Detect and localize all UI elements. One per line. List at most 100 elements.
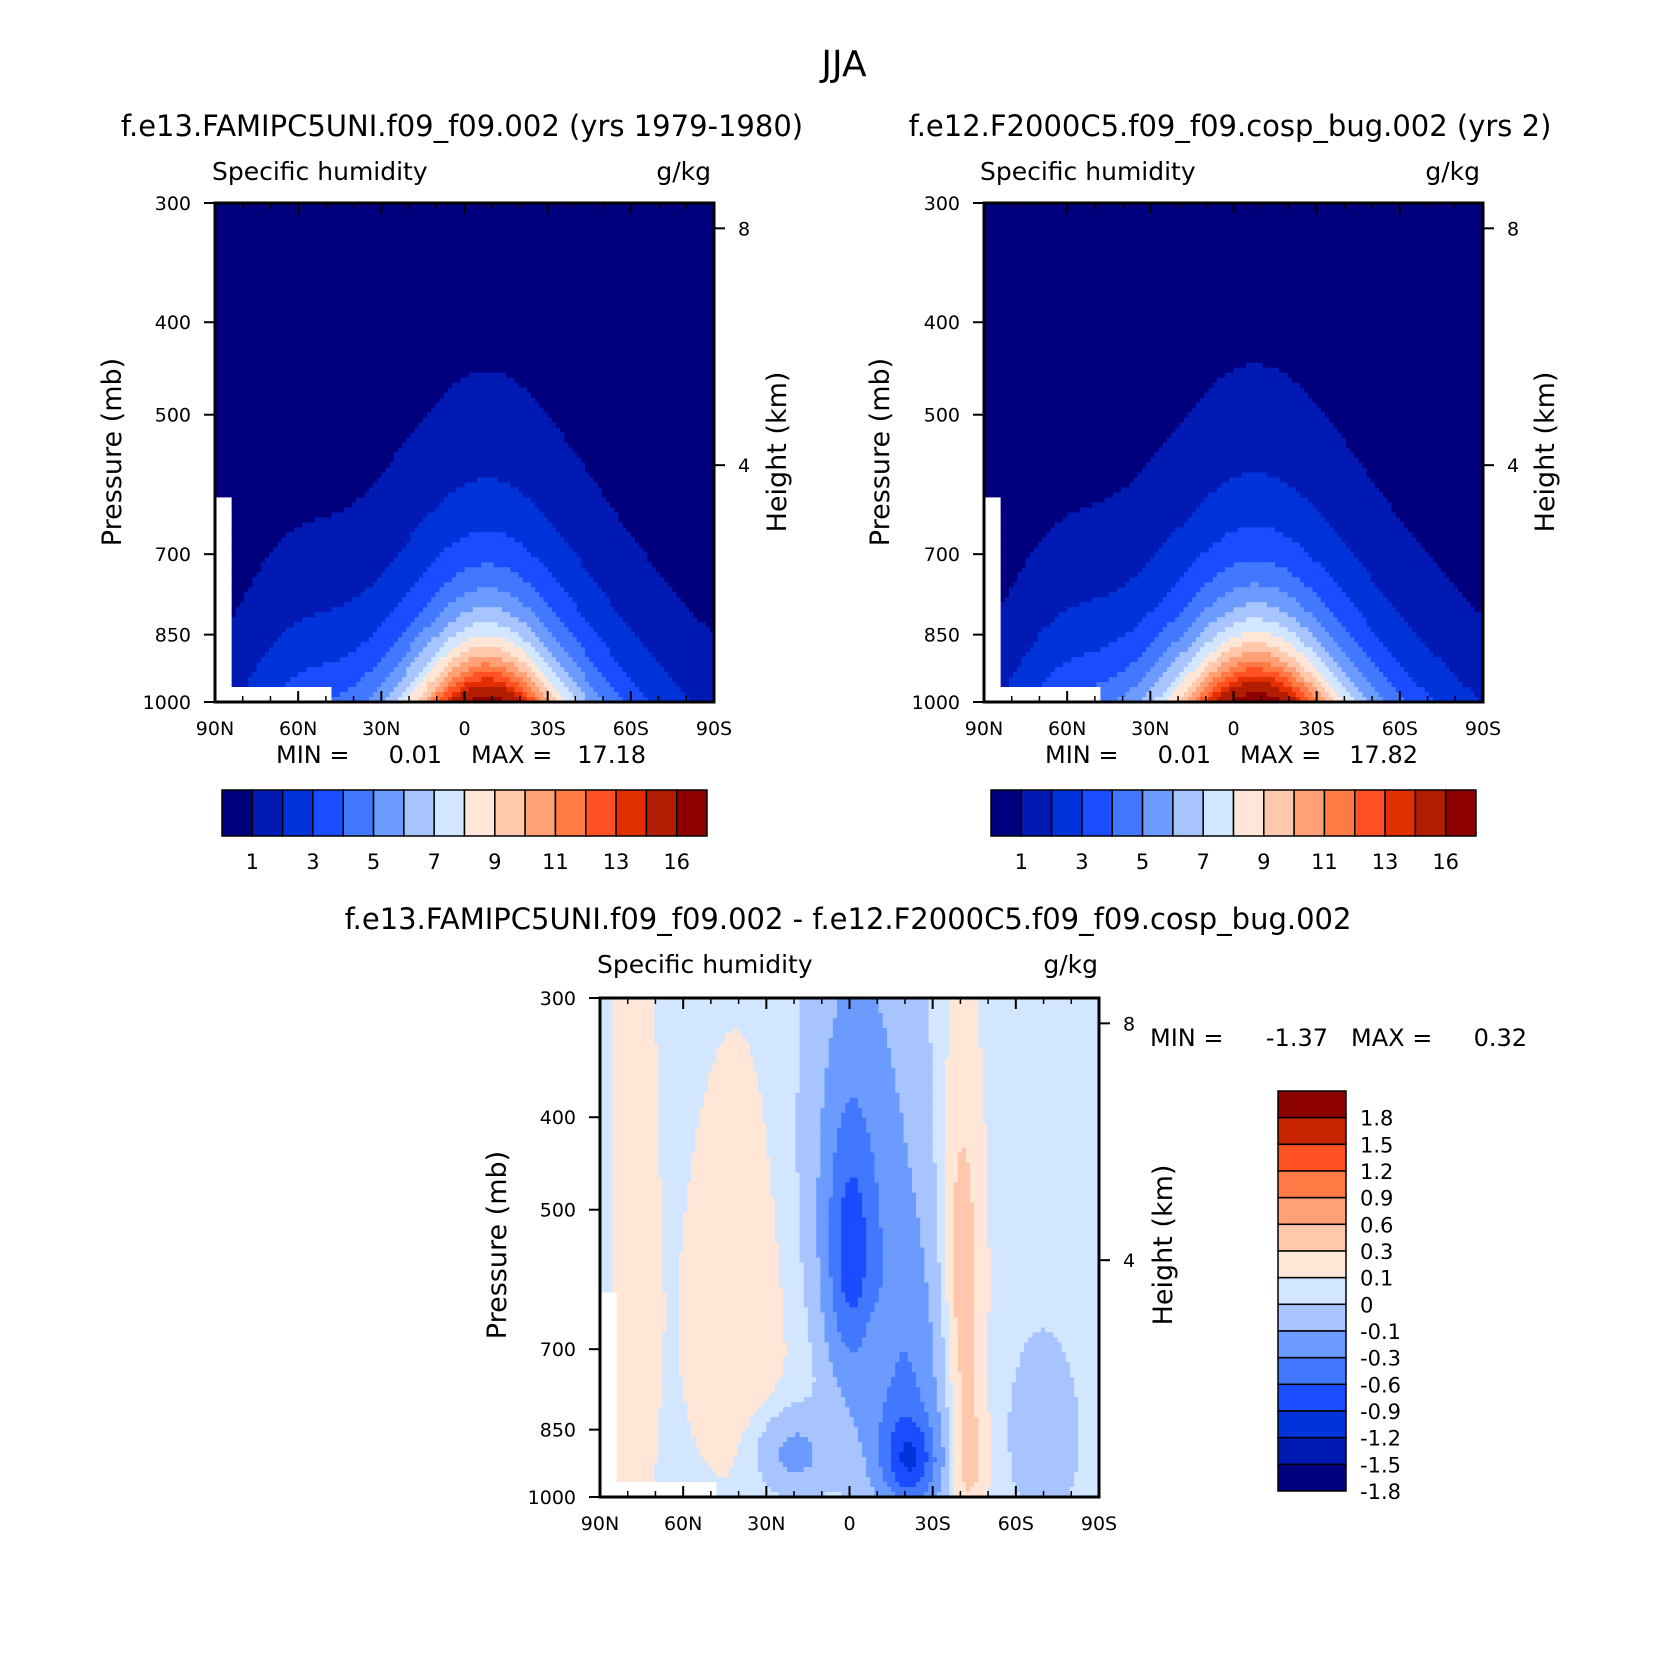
contour-cell xyxy=(464,482,511,489)
contour-cell xyxy=(600,1112,614,1119)
colorbar-box xyxy=(1050,789,1083,837)
contour-cell xyxy=(662,1262,680,1269)
y-tick-label: 300 xyxy=(540,988,576,1010)
contour-cell xyxy=(828,1267,842,1274)
contour-cell xyxy=(1011,1457,1079,1463)
contour-cell xyxy=(870,1132,905,1139)
contour-cell xyxy=(828,1257,842,1264)
contour-cell xyxy=(799,1222,817,1229)
contour-cell xyxy=(600,1252,614,1259)
contour-cell xyxy=(1074,1382,1100,1388)
contour-cell xyxy=(431,622,449,628)
contour-cell xyxy=(1065,1357,1100,1363)
contour-cell xyxy=(874,1177,913,1184)
contour-cell xyxy=(1433,652,1484,658)
contour-cell xyxy=(691,1152,767,1159)
contour-cell xyxy=(600,1122,614,1129)
contour-cell xyxy=(812,1442,863,1448)
contour-cell xyxy=(612,1062,659,1069)
contour-cell xyxy=(940,1472,950,1478)
contour-cell xyxy=(1287,677,1297,683)
contour-cell xyxy=(1329,417,1484,424)
contour-cell xyxy=(799,1047,830,1054)
contour-cell xyxy=(612,1217,663,1224)
contour-cell xyxy=(832,1152,876,1159)
contour-cell xyxy=(882,1472,896,1478)
contour-cell xyxy=(435,617,457,623)
contour-cell xyxy=(899,1097,934,1104)
contour-cell xyxy=(945,1227,955,1234)
contour-cell xyxy=(431,562,482,568)
contour-cell xyxy=(945,1347,950,1353)
contour-cell xyxy=(974,1412,992,1418)
contour-cell xyxy=(1200,587,1235,593)
contour-cell xyxy=(716,1052,751,1059)
contour-cell xyxy=(928,1032,950,1039)
contour-cell xyxy=(1333,672,1347,678)
contour-cell xyxy=(612,1037,655,1044)
contour-cell xyxy=(795,1107,821,1114)
contour-cell xyxy=(1416,682,1463,688)
contour-cell xyxy=(439,682,449,688)
contour-cell xyxy=(560,617,586,623)
contour-cell xyxy=(1283,667,1297,673)
contour-cell xyxy=(820,1107,846,1114)
contour-cell xyxy=(1078,1432,1100,1438)
contour-cell xyxy=(1370,577,1451,583)
contour-cell xyxy=(215,397,441,404)
contour-cell xyxy=(1300,492,1384,499)
contour-cell xyxy=(986,1197,1100,1204)
contour-cell xyxy=(945,1092,984,1099)
contour-cell xyxy=(1287,652,1305,658)
contour-cell xyxy=(1196,402,1318,409)
contour-cell xyxy=(1225,592,1289,598)
contour-cell xyxy=(957,1317,975,1323)
contour-cell xyxy=(816,1232,830,1239)
contour-cell xyxy=(1074,1482,1100,1488)
contour-cell xyxy=(1187,567,1226,573)
contour-cell xyxy=(547,567,586,573)
contour-cell xyxy=(1158,547,1210,553)
contour-cell xyxy=(984,537,1002,543)
colorbar-box xyxy=(524,789,557,837)
contour-cell xyxy=(564,622,590,628)
contour-cell xyxy=(978,1477,992,1483)
contour-cell xyxy=(231,632,283,638)
contour-cell xyxy=(1329,522,1405,528)
contour-cell xyxy=(949,1342,959,1348)
contour-cell xyxy=(861,1447,880,1453)
contour-cell xyxy=(924,1277,942,1284)
contour-cell xyxy=(953,1287,975,1294)
contour-cell xyxy=(1000,617,1056,623)
contour-cell xyxy=(679,1322,784,1328)
contour-cell xyxy=(932,1132,946,1139)
contour-cell xyxy=(708,1077,759,1084)
contour-cell xyxy=(984,517,1002,523)
contour-cell xyxy=(982,1087,1100,1094)
contour-cell xyxy=(414,657,432,663)
contour-cell xyxy=(928,1412,942,1418)
contour-cell xyxy=(1196,697,1201,703)
contour-cell xyxy=(231,502,353,508)
contour-cell xyxy=(658,1442,697,1448)
contour-cell xyxy=(932,1447,946,1453)
contour-cell xyxy=(1013,672,1052,678)
contour-cell xyxy=(215,242,715,249)
contour-cell xyxy=(539,677,549,683)
contour-cell xyxy=(974,1237,988,1244)
contour-cell xyxy=(984,337,1484,344)
contour-cell xyxy=(600,1292,618,1298)
contour-cell xyxy=(974,1342,988,1348)
contour-cell xyxy=(866,1322,934,1328)
contour-cell xyxy=(654,1022,801,1029)
contour-cell xyxy=(749,1042,801,1049)
contour-cell xyxy=(965,1487,971,1493)
contour-cell xyxy=(1033,547,1160,553)
contour-cell xyxy=(716,1472,730,1478)
colorbar-box xyxy=(1293,789,1326,837)
contour-cell xyxy=(945,1077,984,1084)
contour-cell xyxy=(984,372,1226,379)
contour-cell xyxy=(928,1022,950,1029)
contour-cell xyxy=(766,1422,855,1428)
